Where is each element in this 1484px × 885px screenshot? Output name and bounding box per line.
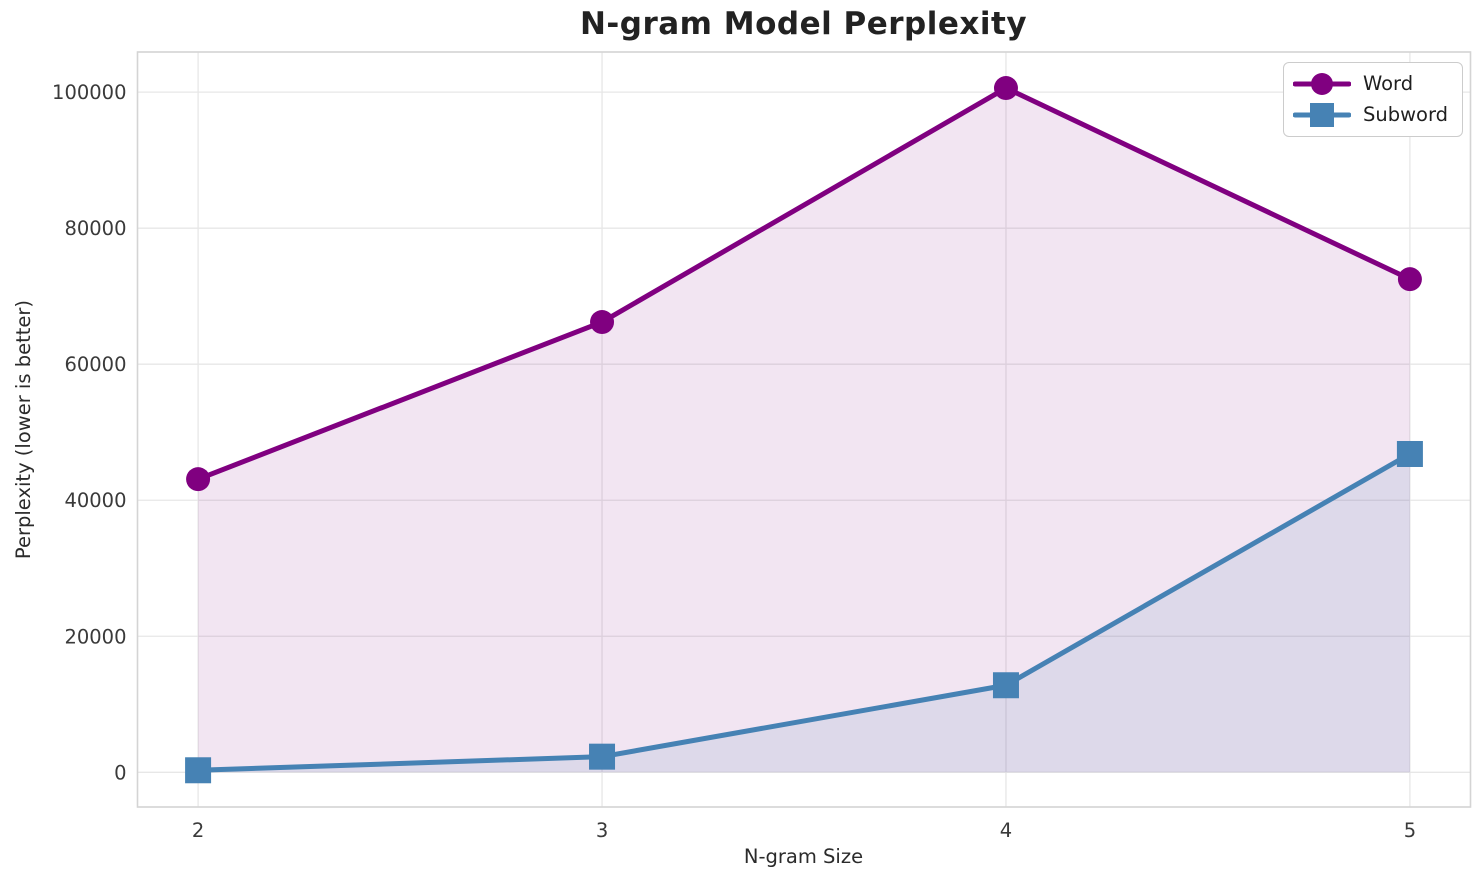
y-axis-label-container: Perplexity (lower is better): [6, 52, 40, 807]
circle-legend-marker-icon: [1292, 73, 1351, 95]
word-marker: [186, 467, 211, 492]
subword-area-fill: [198, 453, 1410, 773]
y-tick-label: 100000: [52, 81, 126, 104]
word-area-fill: [198, 88, 1410, 773]
legend-item-subword: Subword: [1292, 101, 1448, 129]
word-marker: [1397, 267, 1422, 292]
square-legend-marker-icon: [1292, 103, 1351, 127]
x-tick-label: 5: [1404, 819, 1416, 842]
legend-label: Subword: [1362, 103, 1448, 126]
x-tick-label: 4: [1000, 819, 1012, 842]
x-tick-label: 2: [192, 819, 204, 842]
y-axis-label: Perplexity (lower is better): [11, 299, 35, 560]
subword-marker: [1396, 440, 1423, 467]
chart-title: N-gram Model Perplexity: [579, 6, 1028, 42]
subword-marker: [185, 757, 212, 784]
legend-item-word: Word: [1292, 70, 1448, 98]
y-tick-label: 0: [114, 761, 126, 784]
y-tick-label: 60000: [64, 353, 126, 376]
subword-line: [195, 451, 1413, 773]
x-axis-label: N-gram Size: [743, 845, 864, 868]
legend-label: Word: [1362, 72, 1414, 95]
y-tick-label: 40000: [64, 489, 126, 512]
y-tick-label: 80000: [64, 217, 126, 240]
word-marker: [590, 310, 615, 335]
y-tick-label: 20000: [64, 625, 126, 648]
legend: Word Subword: [1282, 62, 1463, 137]
subword-marker: [589, 743, 616, 770]
word-line: [195, 85, 1413, 482]
subword-marker: [992, 672, 1019, 699]
word-marker: [993, 76, 1018, 101]
axes-border: [136, 51, 1472, 808]
x-tick-label: 3: [596, 819, 608, 842]
